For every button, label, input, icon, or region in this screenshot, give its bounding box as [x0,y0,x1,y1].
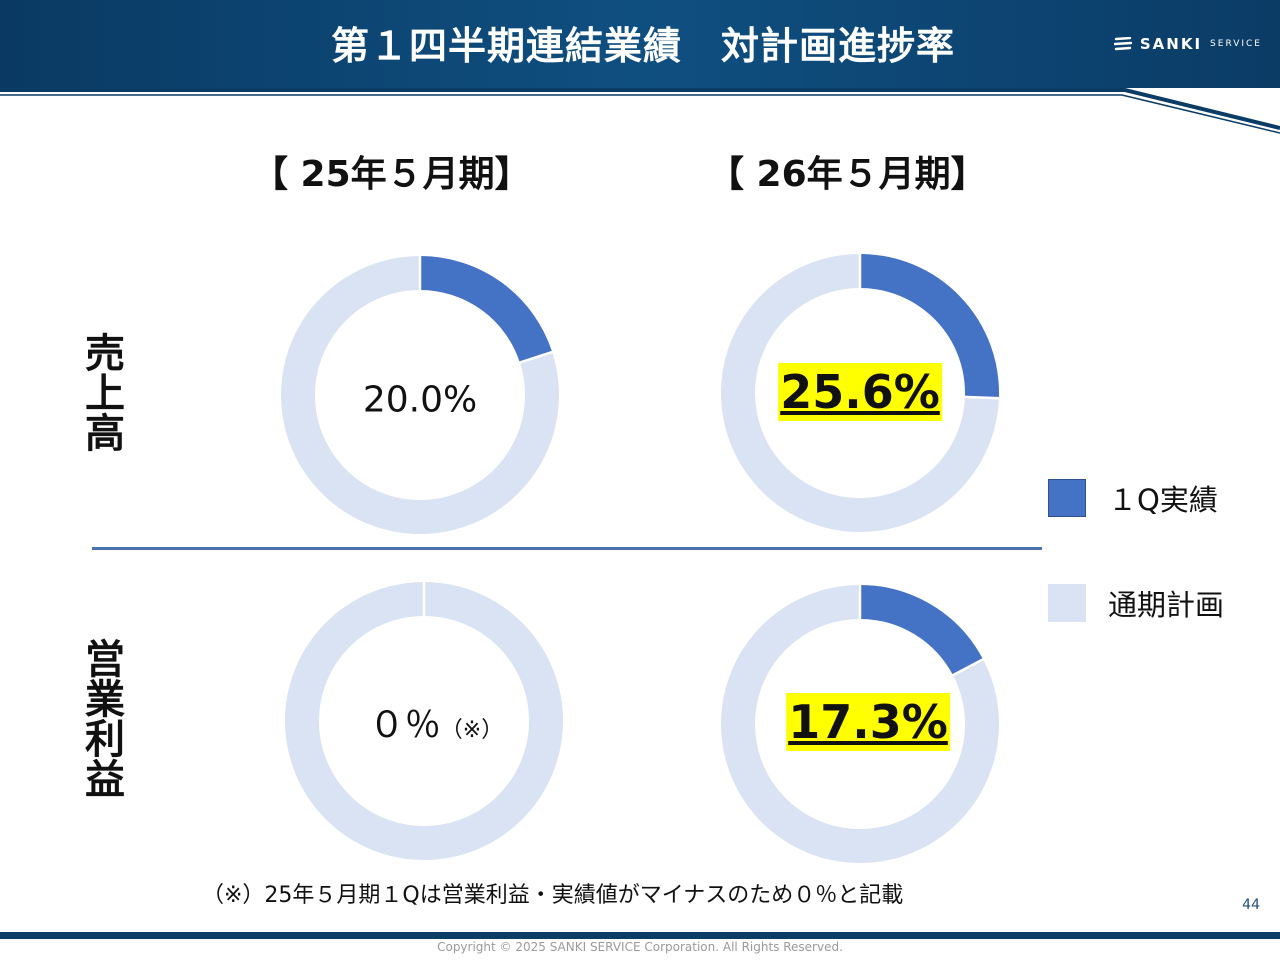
center-label-sales-25: 20.0% [363,380,477,421]
donut-slice-plan [281,256,559,534]
donut-chart-sales-25 [281,255,559,534]
legend-label-plan: 通期計画 [1108,588,1225,622]
donut-slice-separator [951,657,985,677]
row-label-operating-profit: 営業利益 [80,640,130,800]
row-label-sales-text: 売上高 [80,334,130,454]
donut-chart-profit-26 [721,584,999,863]
donut-slice-actual [859,254,999,399]
logo-text: SANKI [1139,35,1203,53]
legend-swatch-plan [1048,584,1086,622]
center-note-profit-25: （※） [440,718,504,743]
row-label-char: 上 [85,371,125,417]
donut-slice-separator [518,350,554,365]
donut-chart-sales-26 [721,253,1000,532]
legend-label-actual: １Q実績 [1108,483,1218,517]
row-label-operating-profit-text: 営業利益 [80,640,130,800]
center-label-sales-26: 25.6% [778,363,942,421]
row-label-char: 利 [85,717,125,763]
row-label-char: 業 [85,677,125,723]
donut-slice-actual [419,256,553,364]
period-title-25: 【 25年５月期】 [252,154,531,195]
row-label-char: 売 [85,331,125,377]
donut-chart-profit-25 [285,581,563,860]
company-logo: SANKI SERVICE [1113,34,1262,54]
footer-bar [0,932,1280,939]
period-title-26: 【 26年５月期】 [708,154,987,195]
page-number: 44 [1242,897,1260,913]
legend-item-plan: 通期計画 [1048,582,1224,624]
legend-item-actual: １Q実績 [1048,477,1218,519]
slide-title: 第１四半期連結業績 対計画進捗率 [330,24,955,68]
donut-slice-plan [721,254,999,532]
legend-swatch-actual [1048,479,1086,517]
row-label-char: 高 [85,411,125,457]
donut-slice-separator [963,395,1000,400]
header-accent-line [0,88,1280,134]
center-label-profit-25: ０％（※） [369,696,503,748]
center-value-sales-25: 20.0% [362,379,478,421]
center-label-profit-26: 17.3% [786,693,950,751]
row-label-char: 益 [85,757,125,803]
slide-header: 第１四半期連結業績 対計画進捗率 SANKI SERVICE [0,0,1280,88]
center-value-profit-25: ０％ [368,705,441,746]
donut-slice-plan [721,585,999,863]
logo-stripes-icon [1113,37,1132,51]
logo-subtext: SERVICE [1210,39,1262,49]
donut-slice-actual [859,585,984,676]
row-label-sales: 売上高 [80,334,130,454]
footnote: （※）25年５月期１Qは営業利益・実績値がマイナスのため０％と記載 [202,883,904,908]
copyright: Copyright © 2025 SANKI SERVICE Corporati… [437,940,843,954]
row-divider [92,547,1042,550]
row-label-char: 営 [85,637,125,683]
